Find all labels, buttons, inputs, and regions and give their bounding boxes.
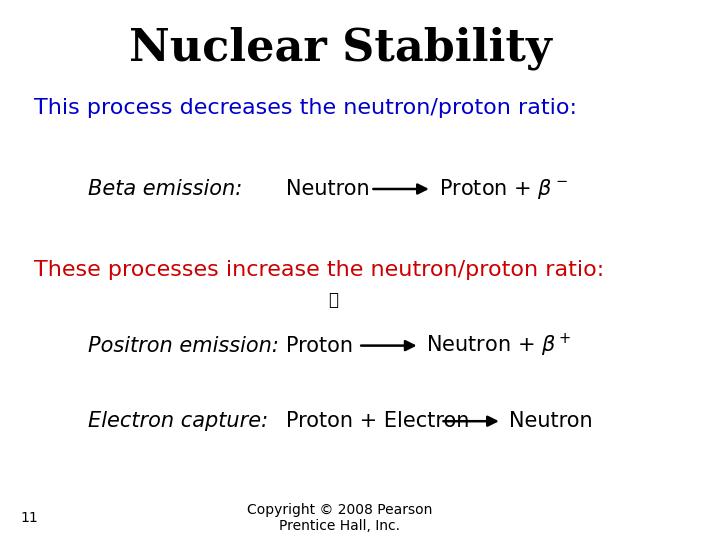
Text: Copyright © 2008 Pearson
Prentice Hall, Inc.: Copyright © 2008 Pearson Prentice Hall, … xyxy=(247,503,433,534)
Text: Neutron: Neutron xyxy=(508,411,592,431)
Text: 11: 11 xyxy=(20,511,38,525)
Text: Nuclear Stability: Nuclear Stability xyxy=(129,27,552,70)
Text: These processes increase the neutron/proton ratio:: These processes increase the neutron/pro… xyxy=(34,260,604,280)
Text: Proton: Proton xyxy=(286,335,353,356)
Text: Proton + Electron: Proton + Electron xyxy=(286,411,469,431)
Text: Beta emission:: Beta emission: xyxy=(89,179,243,199)
Text: Positron emission:: Positron emission: xyxy=(89,335,279,356)
Text: 🔊: 🔊 xyxy=(328,291,338,309)
Text: Neutron + $\beta^+$: Neutron + $\beta^+$ xyxy=(426,332,572,359)
Text: Neutron: Neutron xyxy=(286,179,369,199)
Text: Electron capture:: Electron capture: xyxy=(89,411,269,431)
Text: Proton + $\beta^-$: Proton + $\beta^-$ xyxy=(438,177,568,201)
Text: This process decreases the neutron/proton ratio:: This process decreases the neutron/proto… xyxy=(34,98,577,118)
